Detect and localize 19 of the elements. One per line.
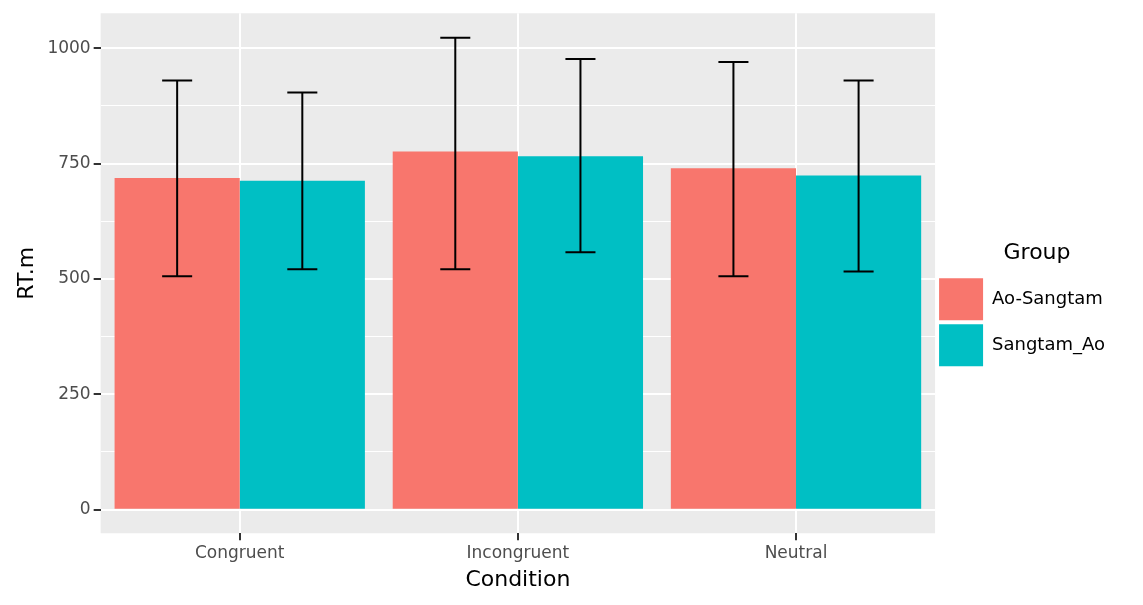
- x-tick-label: Neutral: [764, 541, 828, 562]
- y-tick-label: 500: [58, 267, 91, 288]
- x-tick-label: Congruent: [194, 541, 285, 562]
- bar: [517, 156, 644, 509]
- bar: [114, 177, 240, 509]
- x-axis-title: Condition: [465, 565, 571, 591]
- y-tick-label: 0: [79, 498, 91, 519]
- bar: [239, 180, 365, 509]
- legend-label: Sangtam_Ao: [992, 332, 1105, 355]
- bar: [796, 175, 922, 509]
- y-tick-label: 250: [58, 382, 91, 403]
- y-tick-label: 750: [58, 152, 91, 173]
- y-tick-label: 1000: [47, 36, 91, 57]
- x-tick-label: Incongruent: [466, 541, 570, 562]
- bar: [392, 151, 518, 509]
- legend-label: Ao-Sangtam: [992, 286, 1103, 308]
- legend-title: Group: [1003, 238, 1071, 264]
- bar: [670, 168, 797, 509]
- y-axis-title: RT.m: [12, 246, 38, 300]
